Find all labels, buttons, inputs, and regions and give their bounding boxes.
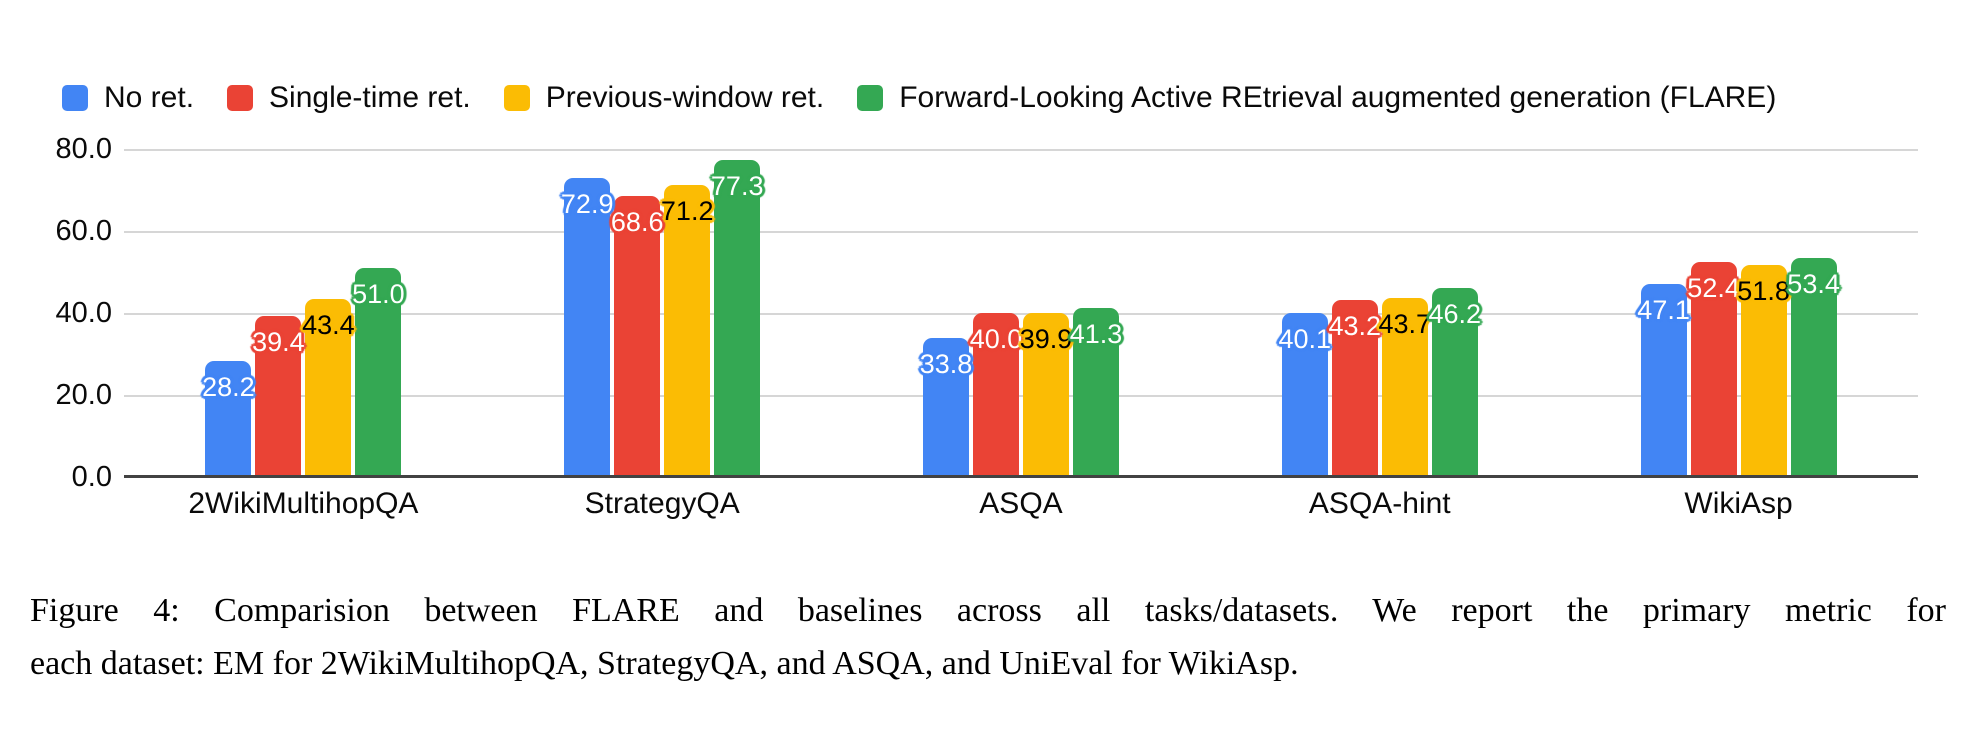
bar-value-label: 72.9 bbox=[560, 189, 614, 220]
bar-series-1-ASQA-hint: 43.2 bbox=[1329, 299, 1381, 477]
x-axis-category-labels: 2WikiMultihopQA StrategyQA ASQA ASQA-hint Wi… bbox=[124, 487, 1918, 521]
legend-label: Previous-window ret. bbox=[545, 81, 825, 114]
bar-value-label: 71.2 bbox=[660, 196, 714, 227]
y-axis-tick-label: 0.0 bbox=[71, 461, 112, 493]
bar-series-1-StrategyQA: 68.6 bbox=[611, 195, 663, 477]
bar-value-label: 28.2 bbox=[202, 372, 255, 403]
legend-item: Single-time ret. bbox=[227, 80, 471, 116]
caption-line-2: each dataset: EM for 2WikiMultihopQA, St… bbox=[30, 645, 1299, 682]
chart-plot-area: 28.2 39.4 43.4 51.0 72.9 68.6 71.2 77.3 33.8 40.0… bbox=[124, 149, 1918, 478]
bar-series-0-ASQA-hint: 40.1 bbox=[1279, 312, 1331, 477]
bar-value-label: 39.4 bbox=[252, 326, 305, 357]
category-label: ASQA bbox=[979, 487, 1063, 520]
bar-value-label: 43.7 bbox=[1378, 308, 1432, 339]
category-label: StrategyQA bbox=[584, 487, 740, 520]
bar-group-StrategyQA: 72.9 68.6 71.2 77.3 bbox=[483, 149, 842, 477]
legend-swatch-icon bbox=[503, 85, 530, 111]
legend-label: Single-time ret. bbox=[269, 81, 471, 114]
bar-value-label: 43.2 bbox=[1328, 310, 1382, 341]
category-label: 2WikiMultihopQA bbox=[188, 487, 419, 520]
gridline bbox=[124, 149, 1918, 151]
bar-value-label: 53.4 bbox=[1787, 269, 1840, 300]
legend-item: Forward-Looking Active REtrieval augment… bbox=[857, 80, 1776, 116]
legend-swatch-icon bbox=[227, 85, 254, 111]
bar-group-WikiAsp: 47.1 52.4 51.8 53.4 bbox=[1559, 149, 1918, 477]
y-axis-tick-label: 60.0 bbox=[55, 215, 112, 247]
bar-value-label: 40.0 bbox=[969, 324, 1023, 354]
bar-series-1-2WikiMultihopQA: 39.4 bbox=[252, 315, 305, 477]
figure-caption: Figure 4: Comparision between FLARE and … bbox=[30, 584, 1946, 690]
legend-swatch-icon bbox=[857, 85, 884, 111]
bar-series-0-StrategyQA: 72.9 bbox=[561, 178, 613, 477]
bar-group-ASQA: 33.8 40.0 39.9 41.3 bbox=[842, 149, 1201, 477]
bar-series-2-ASQA: 39.9 bbox=[1020, 313, 1072, 477]
y-axis-tick-label: 80.0 bbox=[55, 133, 112, 165]
bar-series-3-WikiAsp: 53.4 bbox=[1787, 258, 1840, 477]
category-label: WikiAsp bbox=[1684, 487, 1793, 520]
bar-value-label: 47.1 bbox=[1637, 294, 1690, 325]
chart-legend: No ret. Single-time ret. Previous-window r… bbox=[62, 80, 1809, 116]
bar-group-2WikiMultihopQA: 28.2 39.4 43.4 51.0 bbox=[124, 149, 483, 477]
legend-swatch-icon bbox=[62, 85, 88, 111]
bar-series-3-ASQA: 41.3 bbox=[1070, 307, 1122, 477]
legend-label: Forward-Looking Active REtrieval augment… bbox=[899, 81, 1777, 114]
legend-item: No ret. bbox=[62, 80, 194, 116]
bar-series-3-2WikiMultihopQA: 51.0 bbox=[352, 267, 405, 477]
bar-series-1-WikiAsp: 52.4 bbox=[1687, 262, 1740, 477]
bar-series-2-ASQA-hint: 43.7 bbox=[1379, 297, 1431, 477]
gridline bbox=[124, 395, 1918, 397]
bar-value-label: 41.3 bbox=[1069, 318, 1123, 349]
bar-series-0-ASQA: 33.8 bbox=[920, 338, 972, 477]
bar-value-label: 33.8 bbox=[919, 349, 973, 380]
bar-value-label: 46.2 bbox=[1428, 298, 1482, 329]
bar-series-3-ASQA-hint: 46.2 bbox=[1429, 287, 1481, 477]
bar-series-0-WikiAsp: 47.1 bbox=[1637, 283, 1690, 477]
bar-series-2-WikiAsp: 51.8 bbox=[1737, 264, 1790, 477]
bar-value-label: 52.4 bbox=[1687, 273, 1740, 304]
bar-value-label: 68.6 bbox=[610, 206, 664, 237]
legend-label: No ret. bbox=[104, 81, 195, 114]
legend-item: Previous-window ret. bbox=[503, 80, 825, 116]
bar-value-label: 43.4 bbox=[302, 310, 355, 341]
gridline bbox=[124, 313, 1918, 315]
bar-value-label: 39.9 bbox=[1019, 324, 1073, 355]
bar-value-label: 77.3 bbox=[710, 171, 764, 202]
x-axis-line bbox=[124, 475, 1918, 478]
bar-group-ASQA-hint: 40.1 43.2 43.7 46.2 bbox=[1200, 149, 1559, 477]
gridline bbox=[124, 231, 1918, 233]
bar-series-1-ASQA: 40.0 bbox=[970, 313, 1022, 477]
bar-series-2-2WikiMultihopQA: 43.4 bbox=[302, 299, 355, 477]
bar-series-3-StrategyQA: 77.3 bbox=[711, 160, 763, 477]
caption-line-1: Figure 4: Comparision between FLARE and … bbox=[30, 592, 1946, 629]
bar-value-label: 51.0 bbox=[352, 278, 405, 309]
bar-groups: 28.2 39.4 43.4 51.0 72.9 68.6 71.2 77.3 33.8 40.0… bbox=[124, 149, 1918, 477]
bar-series-0-2WikiMultihopQA: 28.2 bbox=[202, 361, 255, 477]
y-axis-tick-label: 20.0 bbox=[55, 379, 112, 411]
bar-series-2-StrategyQA: 71.2 bbox=[661, 185, 713, 477]
y-axis-tick-label: 40.0 bbox=[55, 297, 112, 329]
bar-value-label: 40.1 bbox=[1278, 323, 1332, 354]
category-label: ASQA-hint bbox=[1308, 487, 1451, 520]
bar-value-label: 51.8 bbox=[1737, 275, 1790, 306]
